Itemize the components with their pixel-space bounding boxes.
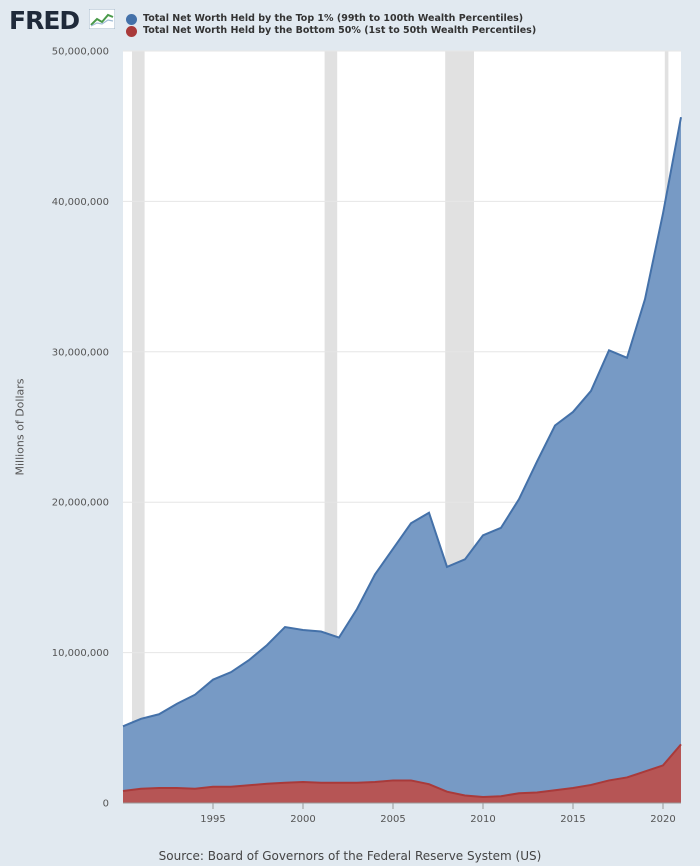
source-note: Source: Board of Governors of the Federa…: [158, 849, 542, 863]
x-tick-label-4: 2015: [560, 814, 585, 825]
x-tick-label-5: 2020: [650, 814, 675, 825]
recession-band-0: [132, 51, 145, 803]
fred-logo[interactable]: FRED: [9, 6, 80, 35]
series-area-1: [123, 744, 681, 803]
recession-band-1: [324, 51, 338, 803]
x-tick-label-1: 2000: [290, 814, 315, 825]
series-area-0: [123, 117, 681, 803]
series-line-0: [122, 116, 682, 728]
y-axis-label: Millions of Dollars: [13, 378, 27, 476]
legend-label-bottom50: Total Net Worth Held by the Bottom 50% (…: [143, 25, 537, 36]
y-tick-label-2: 20,000,000: [52, 498, 109, 509]
y-tick-label-5: 50,000,000: [52, 47, 109, 58]
series-line-1: [122, 743, 682, 798]
y-tick-label-1: 10,000,000: [52, 648, 109, 659]
x-tick-label-0: 1995: [200, 814, 225, 825]
x-tick-label-2: 2005: [380, 814, 405, 825]
x-tick-label-3: 2010: [470, 814, 495, 825]
y-tick-label-3: 30,000,000: [52, 347, 109, 358]
legend-label-top1: Total Net Worth Held by the Top 1% (99th…: [143, 13, 524, 24]
legend-dot-top1: [126, 14, 137, 25]
legend-dot-bottom50: [126, 26, 137, 37]
y-tick-label-0: 0: [103, 799, 109, 810]
y-tick-label-4: 40,000,000: [52, 197, 109, 208]
chart-line-icon: [89, 9, 115, 29]
